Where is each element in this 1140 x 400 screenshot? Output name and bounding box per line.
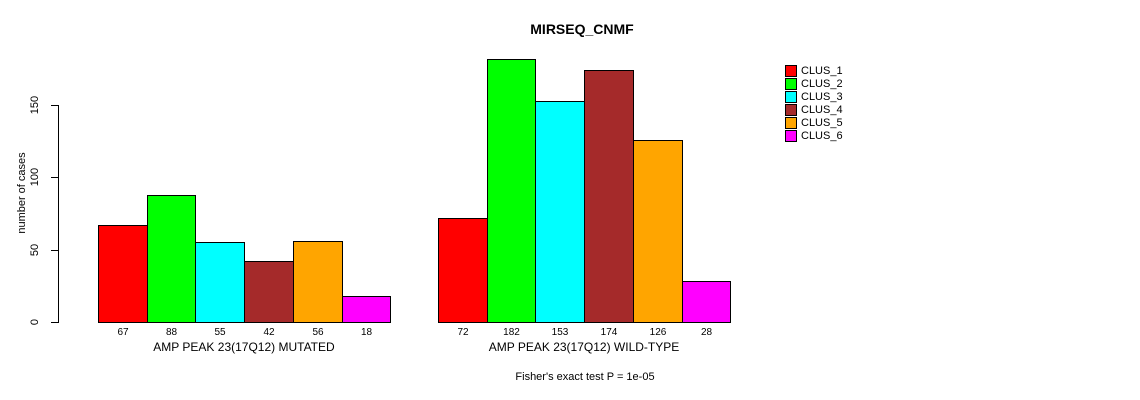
bar-value-label: 88 bbox=[165, 327, 178, 338]
legend-label: CLUS_5 bbox=[801, 117, 843, 129]
bar-value-label: 18 bbox=[360, 327, 373, 338]
bar-value-label: 72 bbox=[457, 327, 469, 338]
bar-value-label: 28 bbox=[700, 327, 713, 338]
bar-value-label: 67 bbox=[117, 327, 129, 338]
bar-clus_5-group2 bbox=[633, 140, 683, 323]
bar-clus_2-group2 bbox=[487, 59, 536, 323]
bar-value-label: 182 bbox=[503, 327, 520, 338]
chart-title: MIRSEQ_CNMF bbox=[530, 21, 634, 37]
group-label: AMP PEAK 23(17Q12) MUTATED bbox=[153, 340, 335, 354]
legend-label: CLUS_4 bbox=[801, 104, 843, 116]
bar-value-label: 42 bbox=[263, 327, 275, 338]
legend-label: CLUS_2 bbox=[801, 78, 843, 90]
bar-value-label: 174 bbox=[600, 327, 618, 338]
legend-swatch-icon bbox=[785, 104, 797, 116]
bar-clus_1-group2 bbox=[438, 218, 488, 323]
legend: CLUS_1 CLUS_2 CLUS_3 CLUS_4 CLUS_5 CLUS_6 bbox=[785, 65, 843, 142]
footnote: Fisher's exact test P = 1e-05 bbox=[515, 371, 655, 383]
y-axis-label: number of cases bbox=[16, 152, 28, 234]
legend-label: CLUS_6 bbox=[801, 130, 843, 142]
y-tick bbox=[51, 177, 58, 178]
legend-item-clus_6: CLUS_6 bbox=[785, 130, 843, 142]
bar-clus_2-group1 bbox=[147, 195, 196, 323]
y-tick-label: 50 bbox=[29, 243, 41, 257]
bar-clus_4-group2 bbox=[584, 70, 634, 323]
y-tick bbox=[51, 250, 58, 251]
legend-item-clus_1: CLUS_1 bbox=[785, 65, 843, 77]
bar-clus_6-group2 bbox=[682, 281, 731, 323]
bar-clus_4-group1 bbox=[244, 261, 294, 323]
legend-item-clus_3: CLUS_3 bbox=[785, 91, 843, 103]
legend-swatch-icon bbox=[785, 130, 797, 142]
y-tick-label: 100 bbox=[29, 167, 41, 187]
y-tick bbox=[51, 105, 58, 106]
legend-item-clus_2: CLUS_2 bbox=[785, 78, 843, 90]
legend-swatch-icon bbox=[785, 91, 797, 103]
y-tick-label: 0 bbox=[29, 318, 41, 326]
legend-label: CLUS_3 bbox=[801, 91, 843, 103]
bar-value-label: 56 bbox=[312, 327, 324, 338]
bar-clus_6-group1 bbox=[342, 296, 391, 323]
legend-item-clus_4: CLUS_4 bbox=[785, 104, 843, 116]
legend-swatch-icon bbox=[785, 117, 797, 129]
legend-item-clus_5: CLUS_5 bbox=[785, 117, 843, 129]
bar-value-label: 126 bbox=[649, 327, 667, 338]
y-tick-label: 150 bbox=[29, 95, 41, 115]
bar-clus_3-group1 bbox=[195, 242, 245, 323]
bar-clus_5-group1 bbox=[293, 241, 343, 323]
legend-swatch-icon bbox=[785, 78, 797, 90]
y-tick bbox=[51, 322, 58, 323]
legend-swatch-icon bbox=[785, 65, 797, 77]
bar-clus_3-group2 bbox=[535, 101, 585, 323]
bar-value-label: 55 bbox=[214, 327, 226, 338]
group-label: AMP PEAK 23(17Q12) WILD-TYPE bbox=[488, 340, 680, 354]
bar-value-label: 153 bbox=[551, 327, 569, 338]
y-axis-line bbox=[58, 105, 59, 323]
bar-clus_1-group1 bbox=[98, 225, 148, 323]
legend-label: CLUS_1 bbox=[801, 65, 843, 77]
